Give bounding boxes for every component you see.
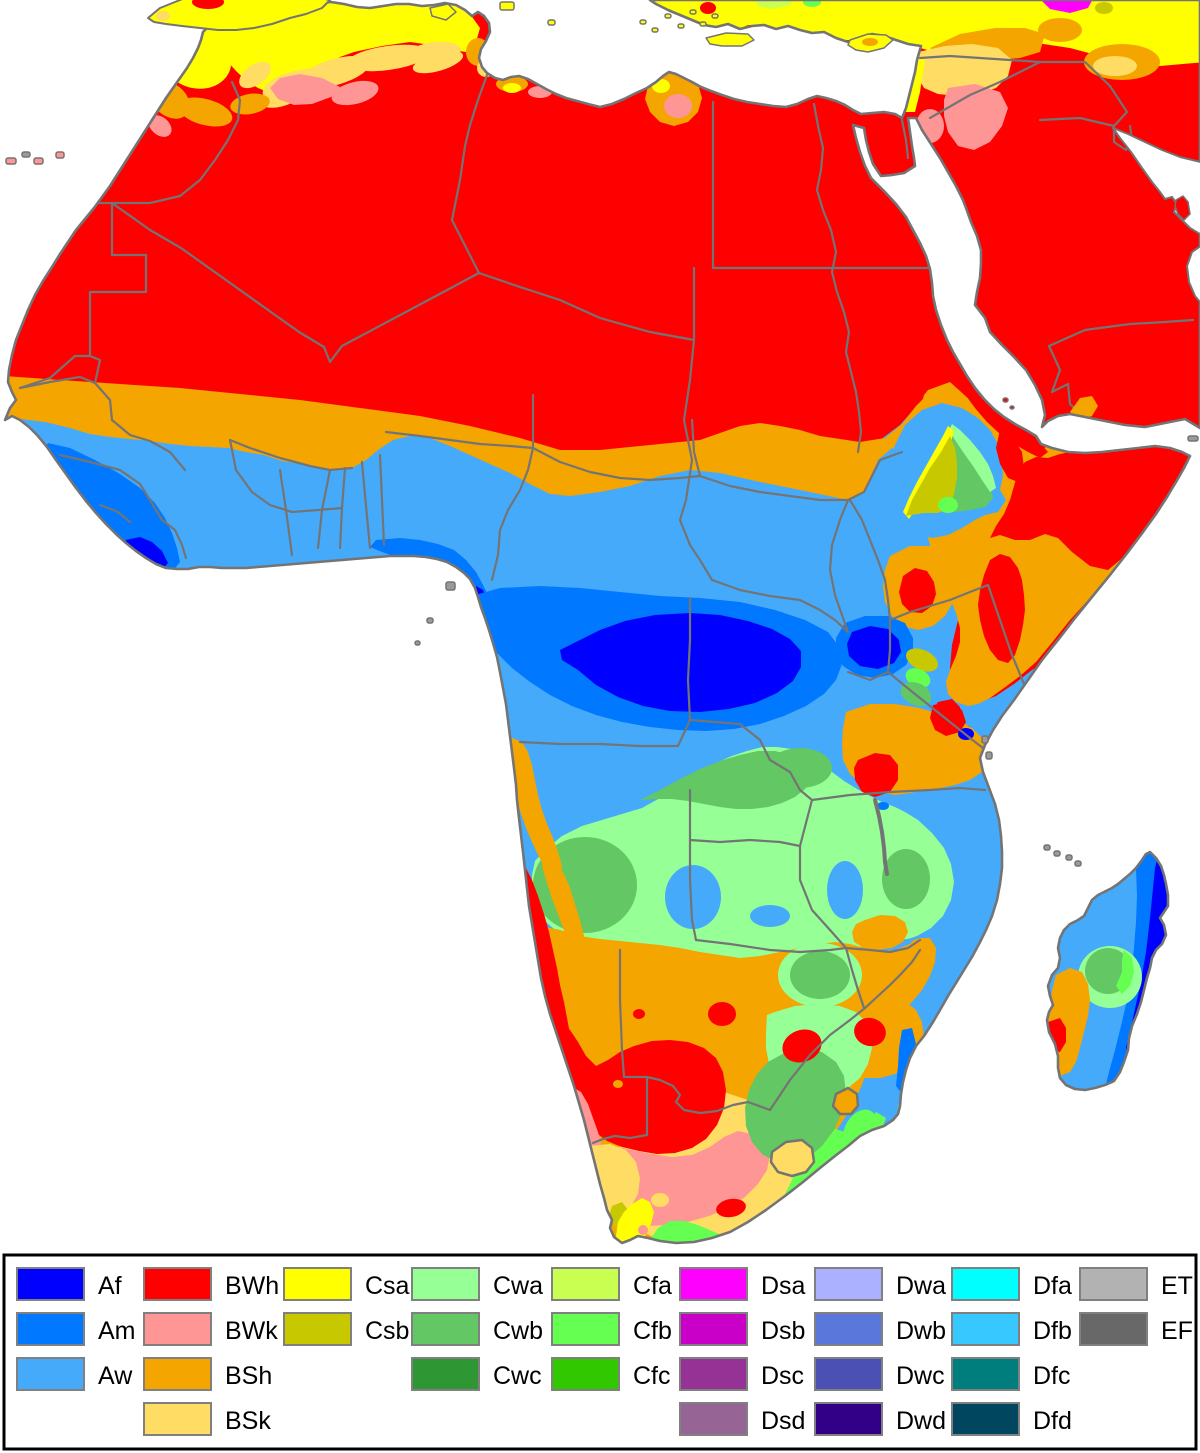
svg-text:Dfb: Dfb [1033, 1317, 1072, 1345]
svg-text:Cfa: Cfa [633, 1272, 672, 1300]
svg-text:Csb: Csb [365, 1317, 409, 1345]
svg-text:Dfc: Dfc [1033, 1362, 1071, 1390]
svg-text:Dwc: Dwc [896, 1362, 945, 1390]
svg-text:Aw: Aw [98, 1362, 133, 1390]
svg-text:Am: Am [98, 1317, 136, 1345]
svg-text:BWh: BWh [225, 1272, 279, 1300]
svg-text:BSh: BSh [225, 1362, 272, 1390]
svg-text:BSk: BSk [225, 1407, 271, 1435]
svg-text:Dfa: Dfa [1033, 1272, 1072, 1300]
svg-text:Dfd: Dfd [1033, 1407, 1072, 1435]
svg-text:Cwa: Cwa [493, 1272, 543, 1300]
svg-text:Af: Af [98, 1272, 122, 1300]
svg-text:EF: EF [1161, 1317, 1193, 1345]
svg-text:BWk: BWk [225, 1317, 278, 1345]
svg-text:Dwb: Dwb [896, 1317, 946, 1345]
svg-text:Cwc: Cwc [493, 1362, 542, 1390]
svg-text:Dsc: Dsc [761, 1362, 804, 1390]
svg-text:Cfb: Cfb [633, 1317, 672, 1345]
svg-text:Dsd: Dsd [761, 1407, 805, 1435]
svg-text:Dwa: Dwa [896, 1272, 946, 1300]
svg-text:Dsa: Dsa [761, 1272, 806, 1300]
svg-text:Dsb: Dsb [761, 1317, 805, 1345]
svg-text:Dwd: Dwd [896, 1407, 946, 1435]
svg-text:Csa: Csa [365, 1272, 410, 1300]
svg-text:Cwb: Cwb [493, 1317, 543, 1345]
svg-text:Cfc: Cfc [633, 1362, 671, 1390]
svg-text:ET: ET [1161, 1272, 1193, 1300]
